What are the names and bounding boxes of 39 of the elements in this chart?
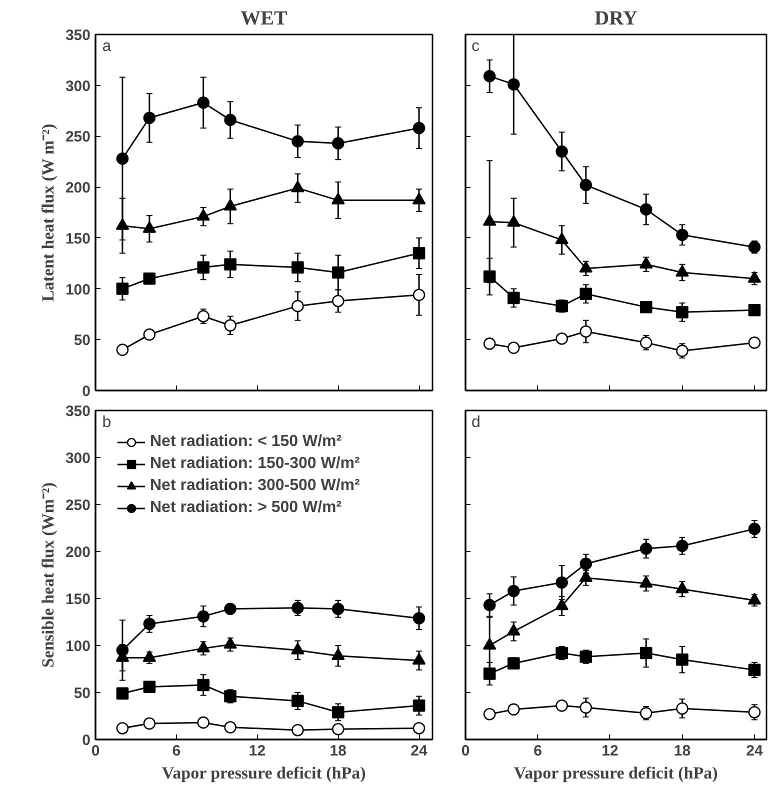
x-tick-label: 0 — [461, 742, 470, 760]
legend-label: Net radiation: 300-500 W/m² — [150, 477, 360, 495]
y-tick-label: 150 — [65, 230, 91, 248]
x-tick-label: 6 — [534, 742, 542, 760]
y-tick-label: 50 — [74, 685, 91, 702]
annotation: c — [472, 38, 480, 56]
y-tick-label: 250 — [65, 497, 91, 514]
x-axis-title: Vapor pressure deficit (hPa) — [162, 764, 366, 782]
annotation: b — [102, 414, 112, 431]
x-axis-title: Vapor pressure deficit (hPa) — [514, 764, 718, 782]
x-tick-label: 12 — [248, 742, 266, 760]
y-tick-label: 0 — [82, 383, 90, 400]
y-tick-label: 0 — [82, 732, 90, 749]
x-tick-label: 6 — [172, 742, 181, 760]
chart-title: WET — [240, 8, 288, 30]
x-tick-label: 18 — [330, 742, 346, 760]
y-tick-label: 350 — [65, 403, 91, 420]
y-tick-label: 100 — [65, 638, 91, 655]
y-tick-label: 300 — [65, 78, 91, 95]
annotation: d — [472, 414, 480, 431]
y-tick-label: 200 — [65, 180, 91, 197]
x-tick-label: 18 — [674, 742, 691, 760]
y-tick-label: 200 — [65, 544, 91, 561]
y-tick-label: 100 — [65, 281, 91, 298]
x-tick-label: 12 — [602, 742, 618, 760]
x-tick-label: 24 — [746, 742, 764, 760]
y-tick-label: 50 — [74, 332, 91, 350]
annotation: a — [102, 38, 112, 56]
y-axis-title: Latent heat flux (W m⁻²) — [38, 124, 58, 302]
legend-label: Net radiation: < 150 W/m² — [150, 433, 342, 451]
legend-label: Net radiation: 150-300 W/m² — [150, 455, 360, 473]
x-tick-label: 24 — [410, 742, 428, 760]
y-axis-title: Sensible heat flux (Wm⁻²) — [38, 482, 58, 668]
chart-title: DRY — [594, 8, 638, 30]
y-tick-label: 150 — [65, 591, 91, 608]
y-tick-label: 350 — [65, 27, 91, 44]
y-tick-label: 250 — [65, 128, 91, 146]
y-tick-label: 300 — [65, 450, 91, 467]
legend-label: Net radiation: > 500 W/m² — [150, 499, 342, 517]
